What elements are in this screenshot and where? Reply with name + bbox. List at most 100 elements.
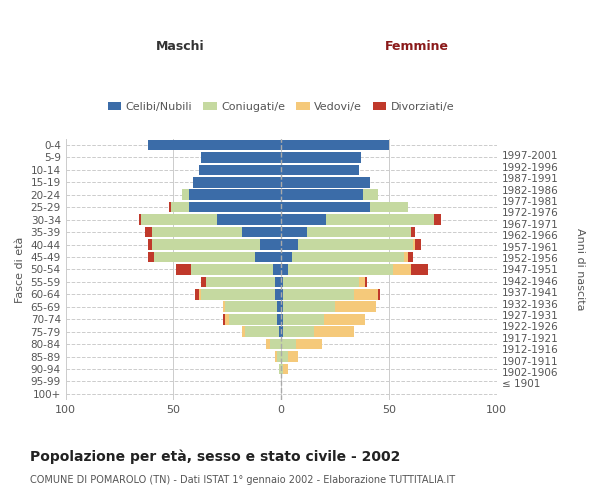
- Bar: [281, 190, 363, 200]
- Bar: [281, 352, 287, 362]
- Bar: [154, 252, 256, 262]
- Bar: [355, 289, 378, 300]
- Bar: [169, 202, 171, 212]
- Bar: [202, 152, 281, 162]
- Bar: [279, 326, 281, 337]
- Bar: [272, 264, 281, 274]
- Bar: [296, 339, 322, 349]
- Bar: [363, 190, 378, 200]
- Text: Maschi: Maschi: [155, 40, 205, 52]
- Bar: [277, 352, 281, 362]
- Bar: [281, 364, 283, 374]
- Text: Popolazione per età, sesso e stato civile - 2002: Popolazione per età, sesso e stato civil…: [30, 450, 400, 464]
- Bar: [281, 177, 370, 188]
- Bar: [277, 302, 281, 312]
- Bar: [287, 264, 393, 274]
- Bar: [393, 264, 410, 274]
- Bar: [279, 364, 281, 374]
- Bar: [281, 264, 287, 274]
- Bar: [275, 289, 281, 300]
- Bar: [148, 140, 281, 150]
- Bar: [370, 202, 409, 212]
- Bar: [277, 314, 281, 324]
- Bar: [229, 314, 277, 324]
- Bar: [271, 339, 281, 349]
- Bar: [139, 214, 141, 225]
- Bar: [199, 164, 281, 175]
- Bar: [307, 227, 410, 237]
- Bar: [202, 276, 206, 287]
- Bar: [223, 302, 225, 312]
- Bar: [202, 289, 275, 300]
- Bar: [141, 214, 217, 225]
- Bar: [217, 214, 281, 225]
- Bar: [434, 214, 440, 225]
- Bar: [148, 240, 152, 250]
- Bar: [281, 326, 283, 337]
- Legend: Celibi/Nubili, Coniugati/e, Vedovi/e, Divorziati/e: Celibi/Nubili, Coniugati/e, Vedovi/e, Di…: [103, 97, 459, 116]
- Text: Femmine: Femmine: [385, 40, 449, 52]
- Bar: [281, 314, 283, 324]
- Bar: [242, 227, 281, 237]
- Bar: [245, 326, 279, 337]
- Bar: [281, 276, 283, 287]
- Bar: [152, 240, 260, 250]
- Bar: [225, 314, 229, 324]
- Bar: [206, 276, 275, 287]
- Bar: [409, 252, 413, 262]
- Bar: [283, 314, 325, 324]
- Bar: [256, 252, 281, 262]
- Bar: [281, 302, 283, 312]
- Bar: [199, 289, 202, 300]
- Bar: [410, 227, 415, 237]
- Bar: [266, 339, 271, 349]
- Bar: [314, 326, 355, 337]
- Bar: [283, 289, 355, 300]
- Bar: [182, 190, 188, 200]
- Bar: [281, 252, 292, 262]
- Bar: [225, 302, 277, 312]
- Bar: [260, 240, 281, 250]
- Bar: [281, 240, 298, 250]
- Bar: [335, 302, 376, 312]
- Bar: [275, 352, 277, 362]
- Text: COMUNE DI POMAROLO (TN) - Dati ISTAT 1° gennaio 2002 - Elaborazione TUTTITALIA.I: COMUNE DI POMAROLO (TN) - Dati ISTAT 1° …: [30, 475, 455, 485]
- Bar: [281, 152, 361, 162]
- Bar: [281, 140, 389, 150]
- Bar: [195, 289, 199, 300]
- Bar: [242, 326, 245, 337]
- Bar: [171, 202, 188, 212]
- Bar: [298, 240, 413, 250]
- Bar: [283, 364, 287, 374]
- Bar: [275, 276, 281, 287]
- Bar: [176, 264, 191, 274]
- Bar: [188, 202, 281, 212]
- Bar: [283, 302, 335, 312]
- Bar: [145, 227, 152, 237]
- Y-axis label: Fasce di età: Fasce di età: [15, 236, 25, 302]
- Bar: [283, 326, 314, 337]
- Bar: [287, 352, 298, 362]
- Bar: [281, 164, 359, 175]
- Bar: [410, 264, 428, 274]
- Bar: [283, 276, 359, 287]
- Bar: [281, 227, 307, 237]
- Bar: [326, 214, 434, 225]
- Bar: [359, 276, 365, 287]
- Bar: [281, 214, 326, 225]
- Bar: [148, 252, 154, 262]
- Bar: [152, 227, 242, 237]
- Bar: [193, 177, 281, 188]
- Bar: [281, 339, 296, 349]
- Bar: [188, 190, 281, 200]
- Bar: [404, 252, 409, 262]
- Bar: [378, 289, 380, 300]
- Y-axis label: Anni di nascita: Anni di nascita: [575, 228, 585, 310]
- Bar: [415, 240, 421, 250]
- Bar: [191, 264, 272, 274]
- Bar: [325, 314, 365, 324]
- Bar: [365, 276, 367, 287]
- Bar: [292, 252, 404, 262]
- Bar: [281, 289, 283, 300]
- Bar: [223, 314, 225, 324]
